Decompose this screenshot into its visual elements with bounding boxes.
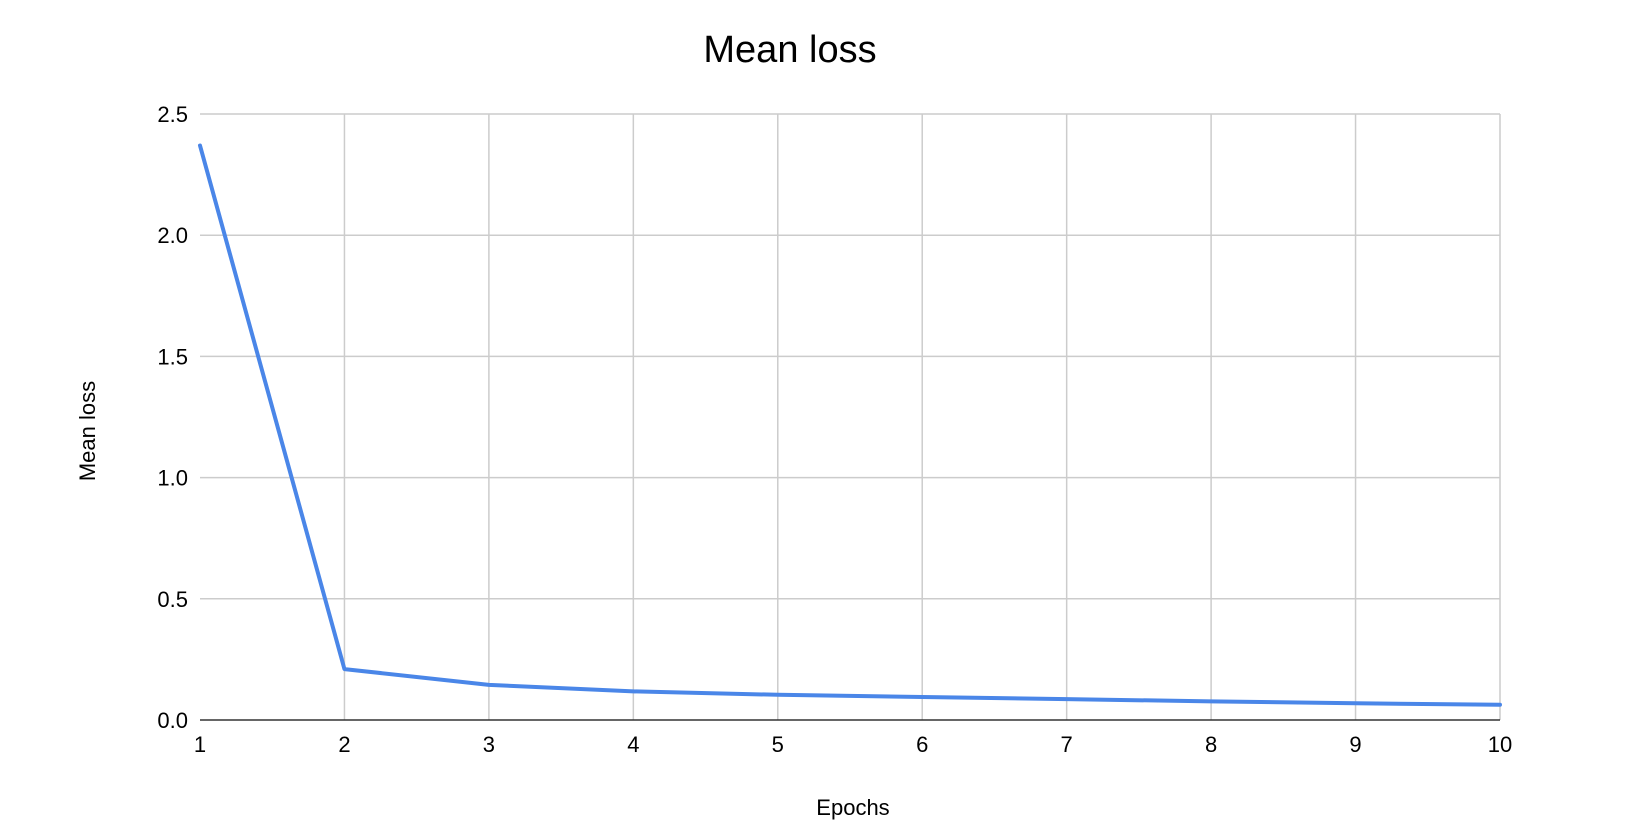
x-tick-label: 1 [194, 732, 206, 757]
series-line [200, 146, 1500, 705]
x-tick-label: 10 [1488, 732, 1512, 757]
x-tick-label: 2 [338, 732, 350, 757]
y-axis-label: Mean loss [75, 381, 100, 481]
grid-lines [200, 114, 1500, 720]
y-tick-label: 2.0 [157, 223, 188, 248]
y-tick-label: 0.0 [157, 708, 188, 733]
tick-labels: 1 2 3 4 5 6 7 8 9 10 0.0 0.5 1.0 1.5 2.0 2.5 [157, 102, 1512, 757]
x-tick-label: 7 [1061, 732, 1073, 757]
y-tick-label: 1.5 [157, 344, 188, 369]
x-tick-label: 3 [483, 732, 495, 757]
x-tick-label: 6 [916, 732, 928, 757]
x-tick-label: 4 [627, 732, 639, 757]
y-tick-label: 2.5 [157, 102, 188, 127]
chart-title: Mean loss [703, 29, 876, 71]
y-tick-label: 1.0 [157, 466, 188, 491]
x-tick-label: 5 [772, 732, 784, 757]
x-tick-label: 9 [1349, 732, 1361, 757]
y-tick-label: 0.5 [157, 587, 188, 612]
x-axis-label: Epochs [816, 795, 889, 820]
x-tick-label: 8 [1205, 732, 1217, 757]
series-layer [200, 146, 1500, 705]
